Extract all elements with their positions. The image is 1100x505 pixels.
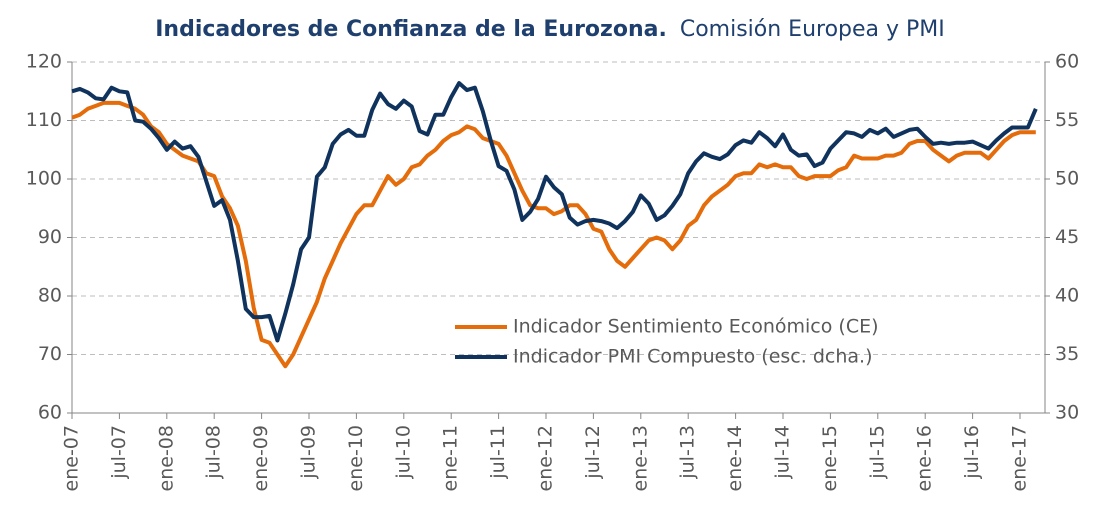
x-tick-label: jul-07 [108,425,130,480]
y2-tick-label: 55 [1055,109,1079,131]
x-tick-label: jul-15 [866,425,888,480]
x-tick-label: ene-13 [629,425,651,491]
x-tick-label: jul-11 [487,425,509,480]
y2-tick-label: 50 [1055,168,1079,190]
y-tick-label: 100 [26,168,62,190]
chart-title: Indicadores de Confianza de la Eurozona. [155,17,667,42]
x-tick-label: jul-14 [772,425,794,480]
x-tick-label: jul-13 [677,425,699,480]
x-tick-label: ene-16 [914,425,936,491]
y2-tick-label: 30 [1055,402,1079,424]
x-tick-label: jul-16 [961,425,983,480]
x-tick-label: ene-08 [155,425,177,491]
x-tick-label: ene-11 [440,425,462,491]
y2-tick-label: 45 [1055,226,1079,248]
x-tick-label: ene-10 [345,425,367,491]
chart-title-group: Indicadores de Confianza de la Eurozona.… [155,17,945,42]
legend-label: Indicador PMI Compuesto (esc. dcha.) [513,346,872,368]
y2-tick-label: 35 [1055,343,1079,365]
y-tick-label: 60 [38,402,62,424]
line-series [71,81,1038,343]
x-tick-label: jul-09 [298,425,320,480]
x-tick-label: ene-15 [819,425,841,491]
y2-tick-label: 60 [1055,51,1079,73]
line-series [71,100,1036,369]
y-tick-label: 90 [38,226,62,248]
x-tick-label: jul-10 [392,425,414,480]
x-tick-label: ene-12 [535,425,557,491]
y-tick-label: 80 [38,285,62,307]
x-tick-label: ene-09 [250,425,272,491]
y-tick-label: 110 [26,109,62,131]
chart-subtitle: Comisión Europea y PMI [680,17,945,42]
legend-label: Indicador Sentimiento Económico (CE) [513,316,879,338]
y-tick-label: 70 [38,343,62,365]
y-tick-label: 120 [26,51,62,73]
x-tick-label: jul-12 [582,425,604,480]
x-tick-label: jul-08 [203,425,225,480]
x-tick-label: ene-17 [1009,425,1031,491]
x-tick-label: ene-14 [724,425,746,491]
y2-tick-label: 40 [1055,285,1079,307]
x-tick-label: ene-07 [61,425,83,491]
